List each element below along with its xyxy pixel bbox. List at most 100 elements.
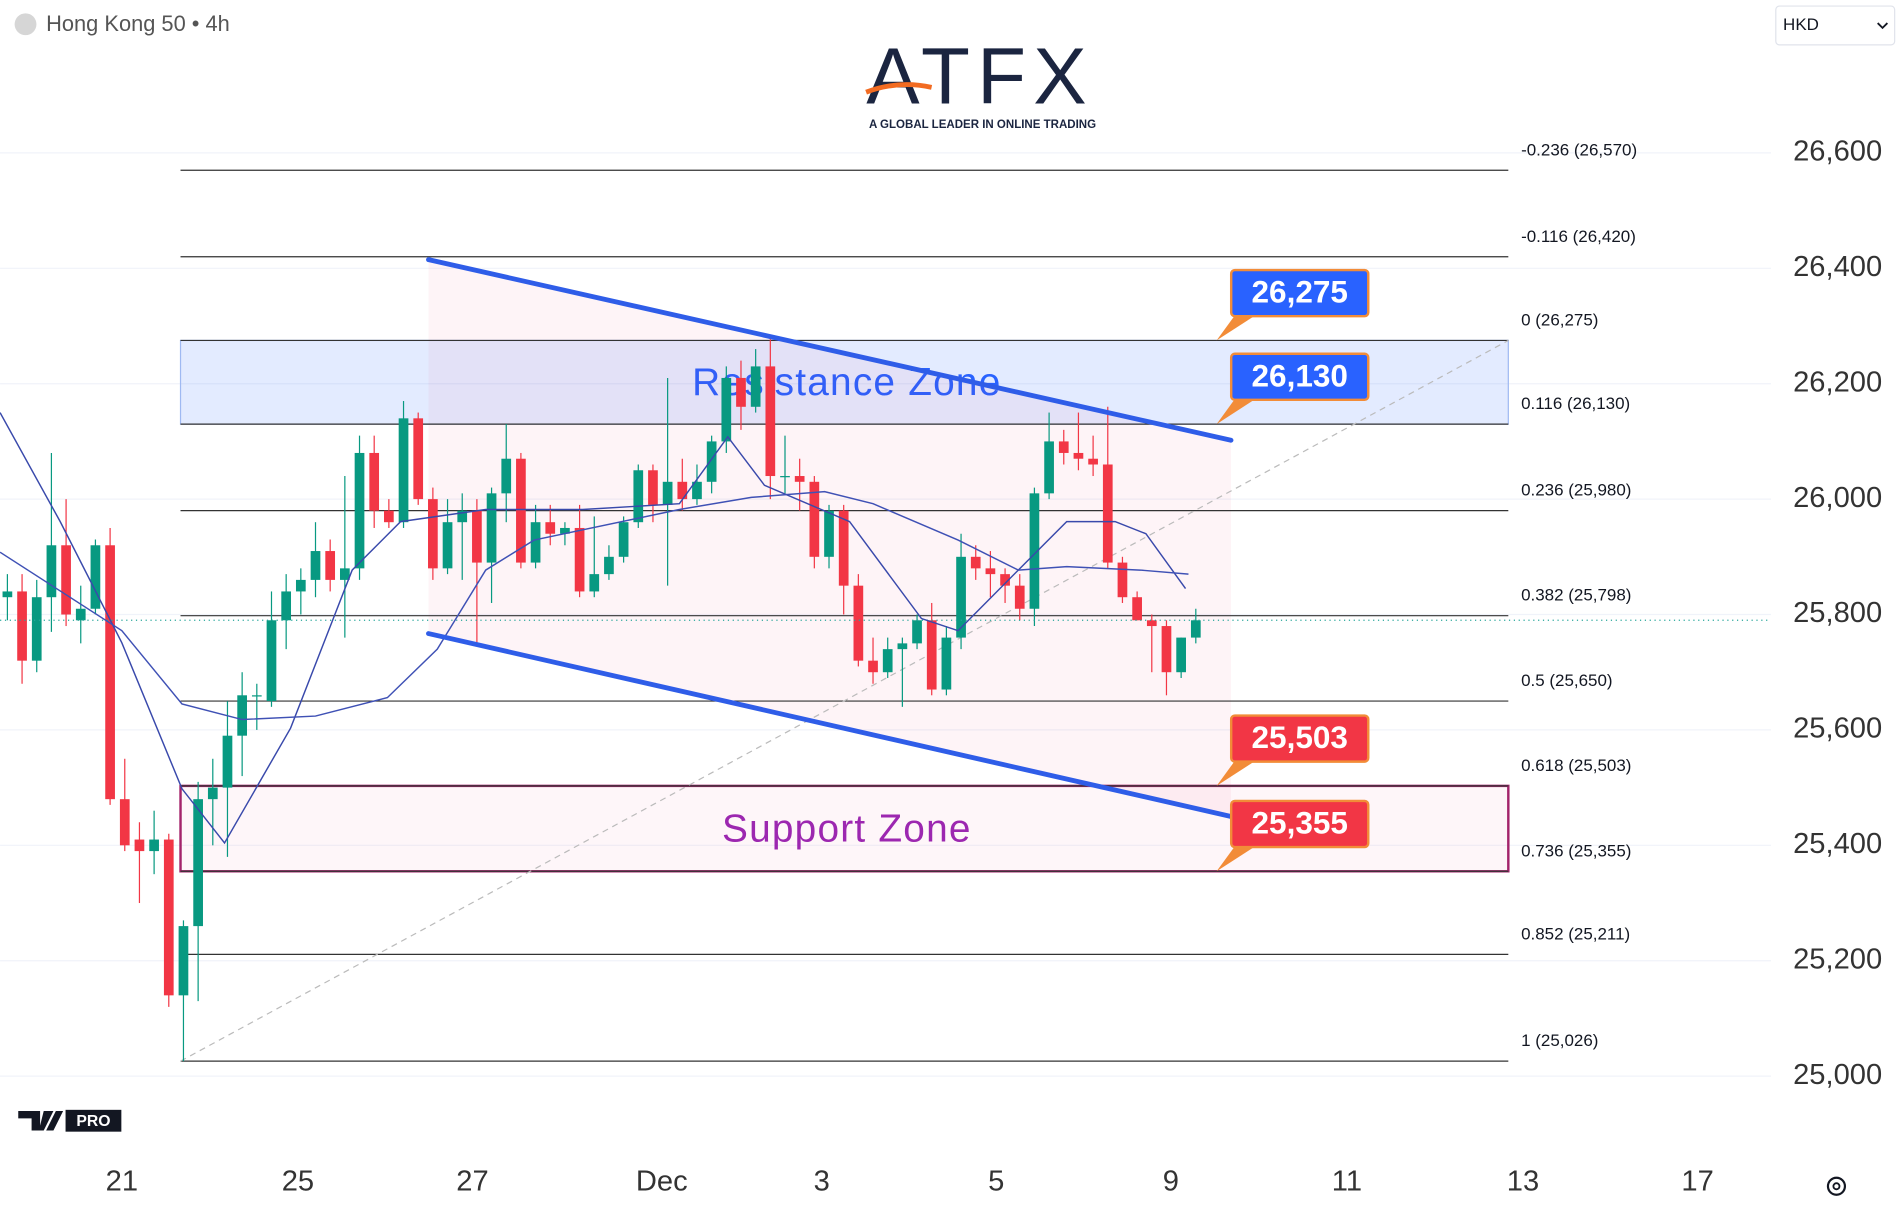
candle-body [2,591,13,598]
zone-label: Support Zone [722,807,972,850]
fib-label: 0.852 (25,211) [1521,924,1630,943]
callout-pointer [1216,759,1258,786]
candle-body [750,366,761,407]
candle-body [970,556,981,569]
candle-body [31,597,42,661]
moving-average [0,412,1187,845]
candle-body [868,660,878,673]
candle-body [1000,574,1010,586]
candle-body [604,556,614,575]
candle-body [1088,458,1098,465]
candle-body [325,551,336,580]
candle-body [780,476,790,478]
candle-body [1132,597,1142,621]
candle-body [589,574,600,592]
candle-body [853,585,864,661]
fib-label: 1 (25,026) [1521,1031,1598,1050]
x-tick-label: 5 [988,1165,1004,1197]
badge-text: PRO [76,1113,110,1130]
candle-body [207,787,218,800]
candle-body [838,510,849,586]
candle-body [1029,493,1040,609]
candle-body [897,643,908,650]
brand-tagline: A GLOBAL LEADER IN ONLINE TRADING [869,119,1096,131]
candle-body [574,527,585,592]
y-tick-label: 26,000 [1793,482,1882,514]
candle-body [17,591,27,661]
fib-label: 0.236 (25,980) [1521,481,1631,500]
candle-body [163,839,174,996]
candle-body [677,481,688,500]
currency-label[interactable]: HKD [1783,15,1819,34]
callout-box [1229,268,1370,318]
candle-body [633,470,644,523]
candle-body [61,545,71,615]
candle-body [398,418,409,523]
candle-body [1058,441,1069,453]
candle-body [134,839,145,852]
x-tick-label: Dec [636,1165,688,1197]
callout-box [1229,352,1370,402]
candle-body [1014,585,1025,609]
candle-body [1146,620,1157,627]
x-tick-label: 17 [1681,1165,1713,1197]
candle-body [956,556,966,638]
candle-body [648,470,658,505]
candle-body [1161,626,1172,673]
candle-body [46,545,57,598]
candle-body [530,522,541,563]
candle-body [310,551,321,580]
x-tick-label: 13 [1507,1165,1539,1197]
dropdown-arrow[interactable] [1877,22,1889,30]
candle-body [809,481,820,557]
fib-trend [180,339,1509,1062]
candle-body [516,458,526,563]
candle-body [1176,637,1186,673]
candle-body [662,481,673,505]
x-tick-label: 9 [1163,1165,1179,1197]
callout-pointer [1216,397,1258,425]
y-tick-label: 25,600 [1793,713,1882,745]
callout-label: 26,275 [1252,274,1348,310]
candle-body [281,591,292,621]
fib-label: 0.116 (26,130) [1521,394,1630,413]
candle-body [618,522,629,557]
candle-body [442,522,453,569]
callout-label: 26,130 [1252,357,1348,393]
candle-body [765,366,776,477]
candle-body [178,926,189,996]
candle-body [501,458,512,494]
callout-pointer [1216,844,1258,872]
candle-body [985,568,996,575]
symbol-title[interactable]: Hong Kong 50 • 4h [46,11,230,36]
callout-box [1229,714,1370,763]
fib-label: 0.618 (25,503) [1521,756,1631,775]
channel-line [426,257,1234,443]
candle-body [941,637,952,690]
settings-icon-center[interactable] [1832,1182,1841,1191]
candle-body [266,620,277,702]
y-tick-label: 26,200 [1793,366,1882,398]
fib-layer: -0.236 (26,570) -0.116 (26,420) 0 (26,275)… [180,140,1637,1062]
y-tick-label: 25,800 [1793,597,1882,629]
y-tick-label: 25,000 [1793,1059,1882,1091]
candle-body [237,695,247,736]
candle-body [384,510,394,523]
x-tick-label: 21 [106,1165,138,1197]
brand-logo: ATFX [866,32,1094,121]
callout-label: 25,503 [1252,719,1348,755]
candle-body [354,452,365,569]
fib-label: -0.236 (26,570) [1521,140,1637,159]
candle-body [119,799,130,846]
settings-icon[interactable] [1826,1176,1847,1196]
candle-body [1073,452,1084,459]
symbol-icon [14,13,37,36]
currency-box[interactable] [1775,5,1896,46]
candle-body [1044,441,1054,494]
candle-body [222,735,233,788]
channel-line [426,631,1234,819]
candle-body [369,452,380,511]
y-tick-label: 25,400 [1793,828,1882,860]
